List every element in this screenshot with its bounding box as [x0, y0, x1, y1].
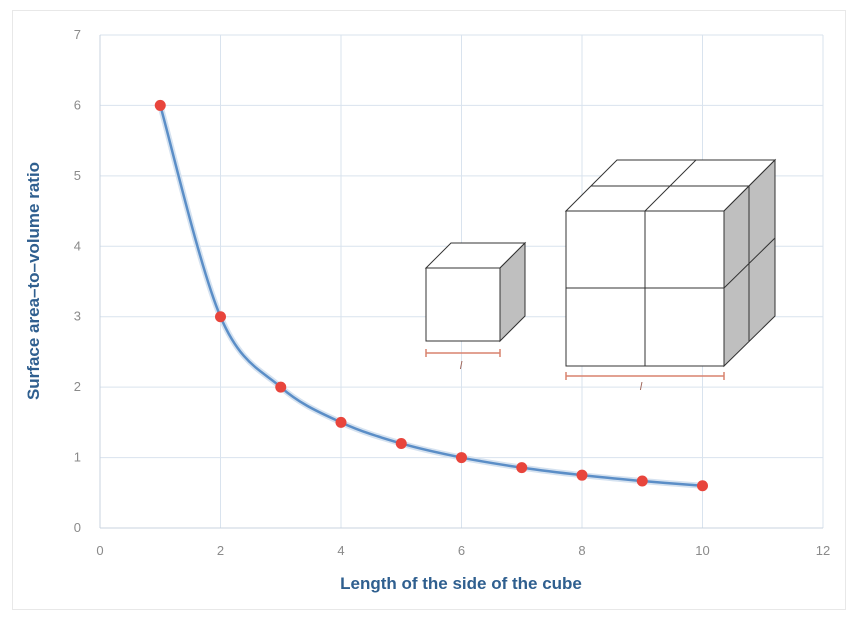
- data-point: [456, 452, 467, 464]
- x-tick-label: 8: [578, 543, 585, 558]
- x-tick-label: 10: [695, 543, 709, 558]
- large-cube-measure: [565, 372, 725, 380]
- chart-border: [12, 10, 846, 610]
- y-tick-label: 4: [74, 238, 81, 253]
- large-cube-illustration: l: [564, 158, 777, 393]
- y-tick-label: 6: [74, 97, 81, 112]
- x-axis-title: Length of the side of the cube: [340, 574, 582, 593]
- x-tick-label: 12: [816, 543, 830, 558]
- data-point: [395, 437, 407, 449]
- data-point: [335, 416, 347, 428]
- y-tick-label: 7: [74, 27, 81, 42]
- axes: [99, 35, 823, 529]
- y-axis-title: Surface area–to–volume ratio: [24, 162, 43, 400]
- y-tick-label: 1: [74, 450, 81, 465]
- series: [154, 99, 708, 492]
- y-tick-label: 5: [74, 168, 81, 183]
- x-tick-label: 4: [337, 543, 344, 558]
- data-point: [516, 462, 528, 474]
- small-cube-illustration: l: [424, 241, 527, 372]
- small-cube-front: [425, 267, 501, 342]
- x-tick-label: 6: [458, 543, 465, 558]
- y-tick-label: 3: [74, 309, 81, 324]
- large-cube-label: l: [640, 381, 643, 393]
- data-point: [697, 480, 708, 492]
- small-cube-label: l: [460, 360, 463, 372]
- data-point: [154, 99, 166, 111]
- data-point: [215, 311, 226, 323]
- y-tick-label: 2: [74, 379, 81, 394]
- x-tick-label: 2: [217, 543, 224, 558]
- small-cube-measure: [425, 349, 501, 357]
- x-tick-label: 0: [96, 543, 103, 558]
- data-point: [636, 475, 648, 487]
- data-point: [275, 381, 287, 393]
- y-tick-label: 0: [74, 520, 81, 535]
- data-point: [576, 469, 588, 481]
